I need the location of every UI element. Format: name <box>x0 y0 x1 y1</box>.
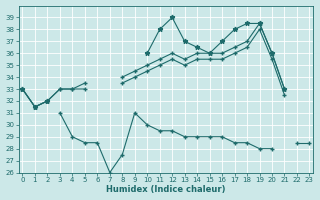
X-axis label: Humidex (Indice chaleur): Humidex (Indice chaleur) <box>106 185 226 194</box>
